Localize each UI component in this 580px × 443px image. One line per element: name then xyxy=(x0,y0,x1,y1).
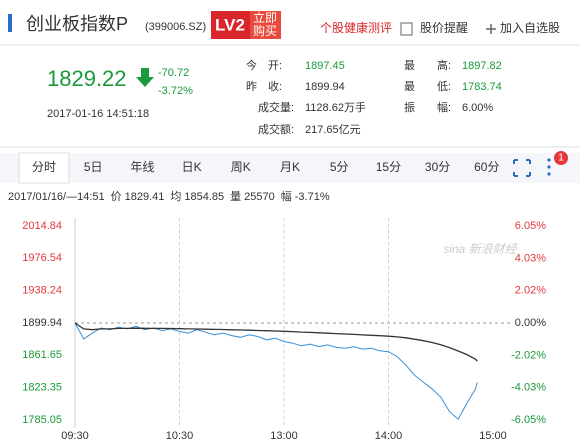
stock-title: 创业板指数P xyxy=(26,14,128,34)
alert-icon xyxy=(400,22,413,36)
stat-label: 最 低: xyxy=(404,80,451,93)
x-tick-label: 09:30 xyxy=(61,430,89,442)
y2-tick-label: 0.00% xyxy=(515,317,546,329)
x-tick-label: 15:00 xyxy=(479,430,507,442)
change: -70.72 xyxy=(158,67,189,79)
stat-value: 6.00% xyxy=(462,102,493,114)
stat-label: 成交量: xyxy=(258,100,294,114)
y-tick-label: 1861.65 xyxy=(22,349,62,361)
x-tick-label: 10:30 xyxy=(166,430,194,442)
notice-count: 1 xyxy=(558,153,564,164)
stat-label: 成交额: xyxy=(258,122,294,136)
tab[interactable]: 30分 xyxy=(425,160,450,174)
menu-dot[interactable] xyxy=(547,165,551,169)
stat-value: 1128.62万手 xyxy=(305,100,366,114)
tab[interactable]: 60分 xyxy=(474,160,499,174)
tab[interactable]: 5分 xyxy=(330,160,349,174)
fullscreen-icon[interactable] xyxy=(513,159,531,177)
stat-label: 振 幅: xyxy=(404,100,451,114)
x-tick-label: 13:00 xyxy=(270,430,298,442)
tab-selected xyxy=(18,152,70,184)
y2-tick-label: -4.03% xyxy=(511,382,546,394)
tab-bar xyxy=(0,153,580,183)
notice-badge xyxy=(554,151,568,165)
info-item: 价 xyxy=(111,190,122,203)
add-icon xyxy=(486,24,496,34)
series-line xyxy=(74,322,478,362)
info-line: 2017/01/16/—14:51 价 1829.41 均 1854.85 量 25570 幅… xyxy=(8,190,330,203)
down-arrow xyxy=(136,68,154,87)
tab[interactable]: 15分 xyxy=(376,160,401,174)
watermark: sina 新浪财经 xyxy=(443,242,518,256)
tab[interactable]: 日K xyxy=(182,160,202,174)
tab[interactable]: 月K xyxy=(280,160,300,174)
add-link[interactable]: 加入自选股 xyxy=(500,21,560,35)
y-tick-label: 1823.35 xyxy=(22,382,62,394)
price: 1829.22 xyxy=(47,66,127,91)
lv2-text[interactable]: LV2 xyxy=(215,15,245,34)
health-link[interactable]: 个股健康测评 xyxy=(320,20,392,35)
stock-code: (399006.SZ) xyxy=(145,21,206,33)
y-tick-label: 1938.24 xyxy=(22,285,62,297)
stat-label: 昨 收: xyxy=(246,79,282,93)
lv2-badge[interactable] xyxy=(211,11,250,39)
buy-button[interactable] xyxy=(250,11,281,39)
info-item: 2017/01/16/—14:51 xyxy=(8,191,105,203)
stat-value: 1899.94 xyxy=(305,81,345,93)
info-item: 量 xyxy=(230,190,241,203)
tab[interactable]: 5日 xyxy=(84,160,103,174)
tab[interactable]: 年线 xyxy=(130,160,154,174)
series-line xyxy=(74,322,478,420)
y2-tick-label: 4.03% xyxy=(515,252,546,264)
info-item: 均 xyxy=(170,190,181,203)
y-tick-label: 1785.05 xyxy=(22,414,62,426)
tabs: 分时 5日 年线 日K 周K 月K 5分 15分 30分 60分 xyxy=(18,152,499,184)
change-pct: -3.72% xyxy=(158,85,193,97)
stat-label: 今 开: xyxy=(246,58,282,72)
stat-label: 最 高: xyxy=(404,58,451,72)
y-tick-label: 2014.84 xyxy=(22,220,62,232)
stat-value: 217.65亿元 xyxy=(305,123,361,136)
y2-tick-label: 6.05% xyxy=(515,220,546,232)
stat-value: 1783.74 xyxy=(462,81,502,93)
buy-text[interactable]: 立即 xyxy=(253,10,277,25)
info-item: 1829.41 xyxy=(125,191,165,203)
info-item: 1854.85 xyxy=(184,191,224,203)
tab[interactable]: 周K xyxy=(231,160,251,174)
info-item: 25570 xyxy=(244,191,275,203)
buy-text[interactable]: 购买 xyxy=(253,23,277,38)
title-icon xyxy=(8,14,12,32)
info-item: 幅 xyxy=(281,190,292,203)
tab[interactable]: 分时 xyxy=(32,160,56,174)
y-tick-label: 1899.94 xyxy=(22,317,62,329)
menu-dot[interactable] xyxy=(547,172,551,176)
y2-tick-label: -6.05% xyxy=(511,414,546,426)
y2-tick-label: -2.02% xyxy=(511,349,546,361)
stat-value: 1897.82 xyxy=(462,60,502,72)
menu-dot[interactable] xyxy=(547,158,551,162)
datetime: 2017-01-16 14:51:18 xyxy=(47,108,149,120)
chart: 2014.84 1976.54 1938.24 1899.94 1861.65 1823.… xyxy=(22,218,546,442)
x-tick-label: 14:00 xyxy=(375,430,403,442)
stat-value: 1897.45 xyxy=(305,60,345,72)
y-tick-label: 1976.54 xyxy=(22,252,62,264)
y2-tick-label: 2.02% xyxy=(515,285,546,297)
alert-link[interactable]: 股价提醒 xyxy=(420,20,468,35)
info-item: -3.71% xyxy=(295,191,330,203)
